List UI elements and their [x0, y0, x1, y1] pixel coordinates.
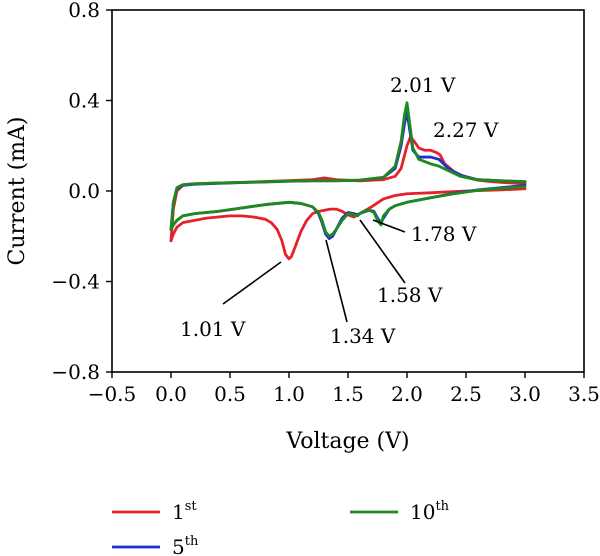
y-tick-label: 0.0 [68, 179, 100, 203]
y-tick-label: −0.8 [51, 360, 100, 384]
annotation-leader [359, 219, 406, 284]
annotations: 2.01 V 2.27 V 1.78 V 1.58 V 1.34 V 1.01 V [180, 73, 499, 348]
y-tick-label: 0.4 [68, 89, 100, 113]
y-axis-title: Current (mA) [5, 117, 30, 266]
annotation-label: 2.27 V [433, 118, 499, 142]
annotation-label: 1.01 V [180, 317, 246, 341]
x-axis: −0.5 0.0 0.5 1.0 1.5 2.0 2.5 3.0 3.5 [88, 372, 600, 406]
legend-label: 1st [172, 499, 197, 524]
y-tick-label: 0.8 [68, 0, 100, 22]
x-tick-label: 1.5 [332, 382, 364, 406]
annotation-label: 1.58 V [377, 283, 443, 307]
x-tick-label: 3.0 [509, 382, 541, 406]
x-tick-label: 0.0 [155, 382, 187, 406]
annotation-leader [372, 219, 406, 233]
annotation-label: 1.78 V [411, 222, 477, 246]
legend-label-base: 10 [410, 500, 435, 524]
legend-label: 5th [172, 534, 199, 556]
annotation-label: 2.01 V [390, 73, 456, 97]
annotation-leader [325, 239, 348, 323]
x-tick-label: 2.0 [391, 382, 423, 406]
annotation-label: 1.34 V [330, 324, 396, 348]
x-tick-label: 2.5 [450, 382, 482, 406]
legend-label-sup: th [185, 534, 199, 549]
legend-label-base: 1 [172, 500, 185, 524]
series-line-1st-cathodic [169, 187, 527, 261]
y-tick-label: −0.4 [51, 270, 100, 294]
legend-label: 10th [410, 499, 450, 524]
y-axis: −0.8 −0.4 0.0 0.4 0.8 [51, 0, 112, 384]
legend-label-sup: st [185, 499, 198, 514]
series-line-10th-cathodic [169, 185, 527, 238]
x-tick-label: 3.5 [568, 382, 600, 406]
series-line-10th-anodic [169, 101, 527, 231]
legend-label-base: 5 [172, 535, 185, 556]
legend-label-sup: th [435, 499, 449, 514]
annotation-leader [222, 261, 282, 305]
x-tick-label: 0.5 [214, 382, 246, 406]
x-tick-label: 1.0 [273, 382, 305, 406]
plot-series [169, 101, 527, 261]
x-tick-label: −0.5 [88, 382, 137, 406]
x-axis-title: Voltage (V) [285, 429, 409, 454]
